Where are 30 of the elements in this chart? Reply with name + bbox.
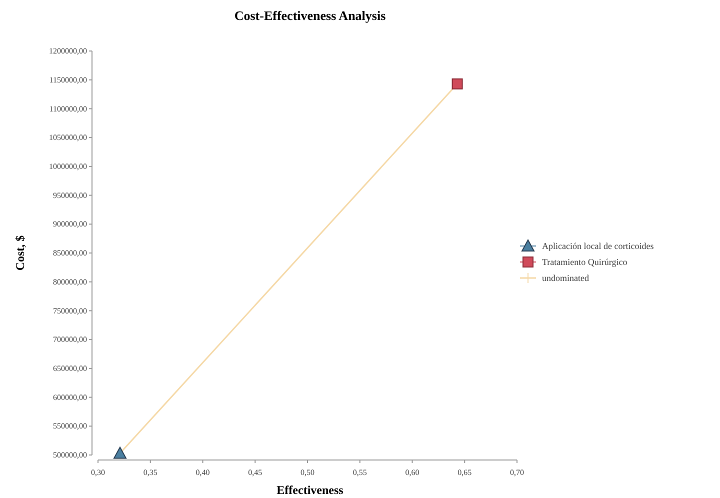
y-axis-title: Cost, $ [13,235,27,271]
x-tick-label: 0,55 [352,468,367,477]
x-axis-title: Effectiveness [276,483,344,497]
x-tick-label: 0,50 [300,468,314,477]
y-tick-label: 800000,00 [53,277,87,286]
x-tick-label: 0,60 [405,468,420,477]
legend-label: Aplicación local de corticoides [542,240,654,251]
y-tick-label: 550000,00 [53,422,87,431]
y-tick-label: 1050000,00 [49,133,87,142]
y-tick-label: 1100000,00 [49,104,87,114]
legend-label: Tratamiento Quirúrgico [542,256,628,267]
x-tick-label: 0,35 [143,468,158,477]
x-tick-label: 0,65 [458,468,472,477]
y-tick-label: 900000,00 [53,220,87,229]
y-tick-label: 1150000,00 [49,75,87,84]
y-tick-label: 600000,00 [53,392,87,402]
x-tick-label: 0,30 [91,468,105,477]
y-tick-label: 700000,00 [53,335,87,344]
y-tick-label: 500000,00 [53,450,87,460]
x-tick-label: 0,40 [196,468,210,477]
y-tick-label: 950000,00 [53,190,87,200]
x-tick-label: 0,70 [510,468,524,477]
y-tick-label: 850000,00 [53,248,87,258]
chart-title: Cost-Effectiveness Analysis [234,8,386,23]
y-tick-label: 1200000,00 [49,46,87,56]
y-tick-label: 650000,00 [53,364,87,373]
legend-label: undominated [542,272,590,283]
x-tick-label: 0,45 [248,468,262,477]
y-tick-label: 1000000,00 [49,162,87,171]
y-tick-label: 750000,00 [53,306,87,316]
